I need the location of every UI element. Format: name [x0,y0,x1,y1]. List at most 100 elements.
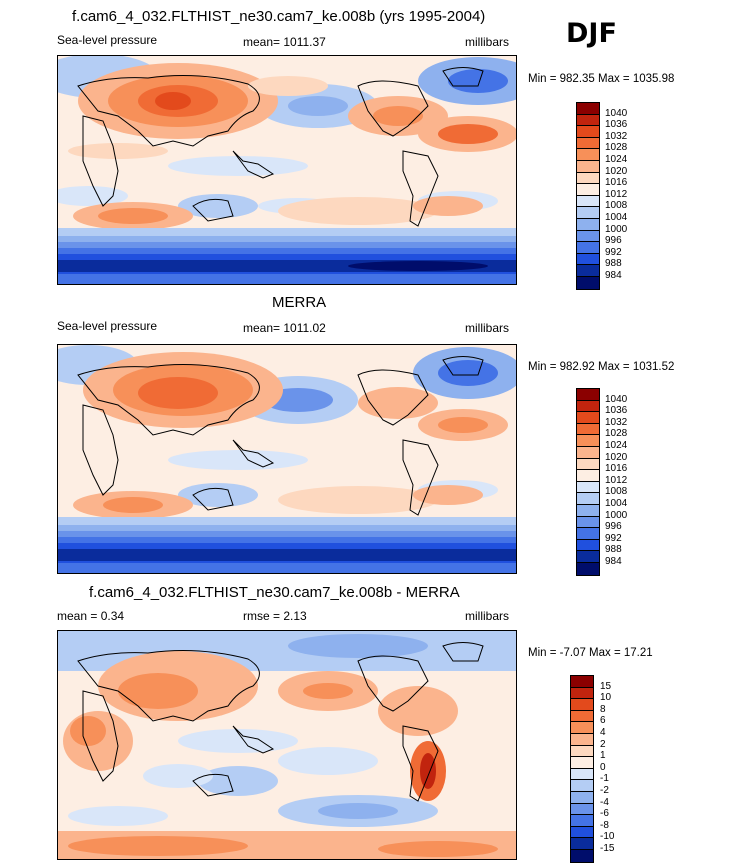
colorbar-level-label: 1 [600,750,606,762]
colorbar-level-label: 984 [605,270,622,281]
colorbar-level-label: 1036 [605,119,628,131]
colorbar-level-label: -15 [600,843,615,854]
colorbar-swatch [577,412,599,424]
colorbar-level-label: 1024 [605,440,628,451]
colorbar-level-label: 1016 [605,463,628,475]
panel-1-minmax: Min = 982.35 Max = 1035.98 [528,73,675,85]
colorbar-level-label: 1020 [605,165,628,177]
colorbar-swatch [577,539,599,552]
colorbar-level-label: 2 [600,738,606,750]
colorbar-level-label: 1028 [605,142,628,154]
colorbar-swatch [577,400,599,413]
colorbar-level-label: 988 [605,544,622,556]
season-label: DJF [566,18,617,49]
colorbar-swatch [577,114,599,127]
colorbar-level-label: 1004 [605,212,628,223]
colorbar-level-label: 992 [605,532,622,544]
colorbar-level-label: -10 [600,831,615,843]
colorbar-level-label: 992 [605,246,622,258]
panel-1-variable-label: Sea-level pressure [57,33,158,47]
colorbar-swatch [577,265,599,277]
panel-3-units-label: millibars [465,609,510,623]
colorbar-level-label: 1040 [605,393,628,405]
panel-3-mean-label: mean = 0.34 [57,609,125,623]
colorbar-level-label: 1028 [605,428,628,440]
panel-3-colorbar [570,675,594,863]
colorbar-swatch [577,160,599,173]
colorbar-swatch [577,435,599,447]
panel-2-units-label: millibars [465,321,510,335]
panel-3-rmse-label: rmse = 2.13 [243,609,307,623]
colorbar-level-label: 996 [605,235,622,247]
colorbar-level-label: 1036 [605,405,628,417]
colorbar-level-label: 0 [600,761,606,773]
colorbar-swatch [577,126,599,138]
panel-2-title: MERRA [272,294,327,311]
colorbar-level-label: 1012 [605,474,628,486]
panel-1-map [57,55,517,285]
colorbar-swatch [571,699,593,711]
colorbar-level-label: 1000 [605,223,628,235]
colorbar-swatch [571,687,593,700]
colorbar-swatch [577,195,599,208]
colorbar-level-label: -4 [600,796,609,808]
colorbar-swatch [577,253,599,266]
colorbar-swatch [571,815,593,827]
panel-3-title: f.cam6_4_032.FLTHIST_ne30.cam7_ke.008b -… [89,584,460,601]
colorbar-swatch [571,722,593,734]
colorbar-swatch [571,676,593,688]
colorbar-level-label: 1032 [605,130,628,142]
colorbar-swatch [571,768,593,781]
colorbar-level-label: -6 [600,808,609,820]
colorbar-level-label: 1004 [605,498,628,509]
colorbar-swatch [571,780,593,792]
colorbar-swatch [577,242,599,254]
panel-2-variable-label: Sea-level pressure [57,319,158,333]
colorbar-level-label: 1008 [605,200,628,212]
colorbar-swatch [577,149,599,161]
colorbar-swatch [577,230,599,243]
colorbar-swatch [571,745,593,758]
colorbar-swatch [577,551,599,563]
panel-3-map [57,630,517,860]
colorbar-swatch [577,504,599,517]
panel-2-minmax: Min = 982.92 Max = 1031.52 [528,361,675,373]
colorbar-level-label: 1020 [605,451,628,463]
panel-3-minmax: Min = -7.07 Max = 17.21 [528,647,653,659]
colorbar-swatch [577,481,599,494]
colorbar-swatch [571,757,593,769]
colorbar-swatch [577,528,599,540]
colorbar-level-label: 4 [600,727,606,738]
colorbar-level-label: -8 [600,819,609,831]
colorbar-swatch [577,276,599,289]
colorbar-swatch [577,423,599,436]
colorbar-swatch [577,470,599,482]
colorbar-level-label: 1024 [605,154,628,165]
panel-1-mean-label: mean= 1011.37 [243,35,326,49]
colorbar-swatch [571,791,593,804]
colorbar-swatch [571,803,593,816]
colorbar-level-label: 1032 [605,416,628,428]
panel-1-colorbar [576,102,600,290]
colorbar-swatch [577,562,599,575]
colorbar-swatch [577,458,599,471]
colorbar-swatch [577,446,599,459]
colorbar-swatch [577,493,599,505]
colorbar-level-label: 6 [600,715,606,727]
panel-1-title: f.cam6_4_032.FLTHIST_ne30.cam7_ke.008b (… [72,8,486,25]
colorbar-level-label: 10 [600,692,612,704]
panel-2-colorbar [576,388,600,576]
colorbar-level-label: 1016 [605,177,628,189]
colorbar-level-label: 1040 [605,107,628,119]
panel-1-units-label: millibars [465,35,510,49]
colorbar-level-label: 1012 [605,188,628,200]
colorbar-swatch [571,733,593,746]
panel-2-mean-label: mean= 1011.02 [243,321,326,335]
panel-2-map [57,344,517,574]
colorbar-swatch [577,218,599,231]
colorbar-level-label: 1000 [605,509,628,521]
colorbar-swatch [577,207,599,219]
colorbar-level-label: 1008 [605,486,628,498]
colorbar-level-label: 984 [605,556,622,567]
colorbar-swatch [571,710,593,723]
